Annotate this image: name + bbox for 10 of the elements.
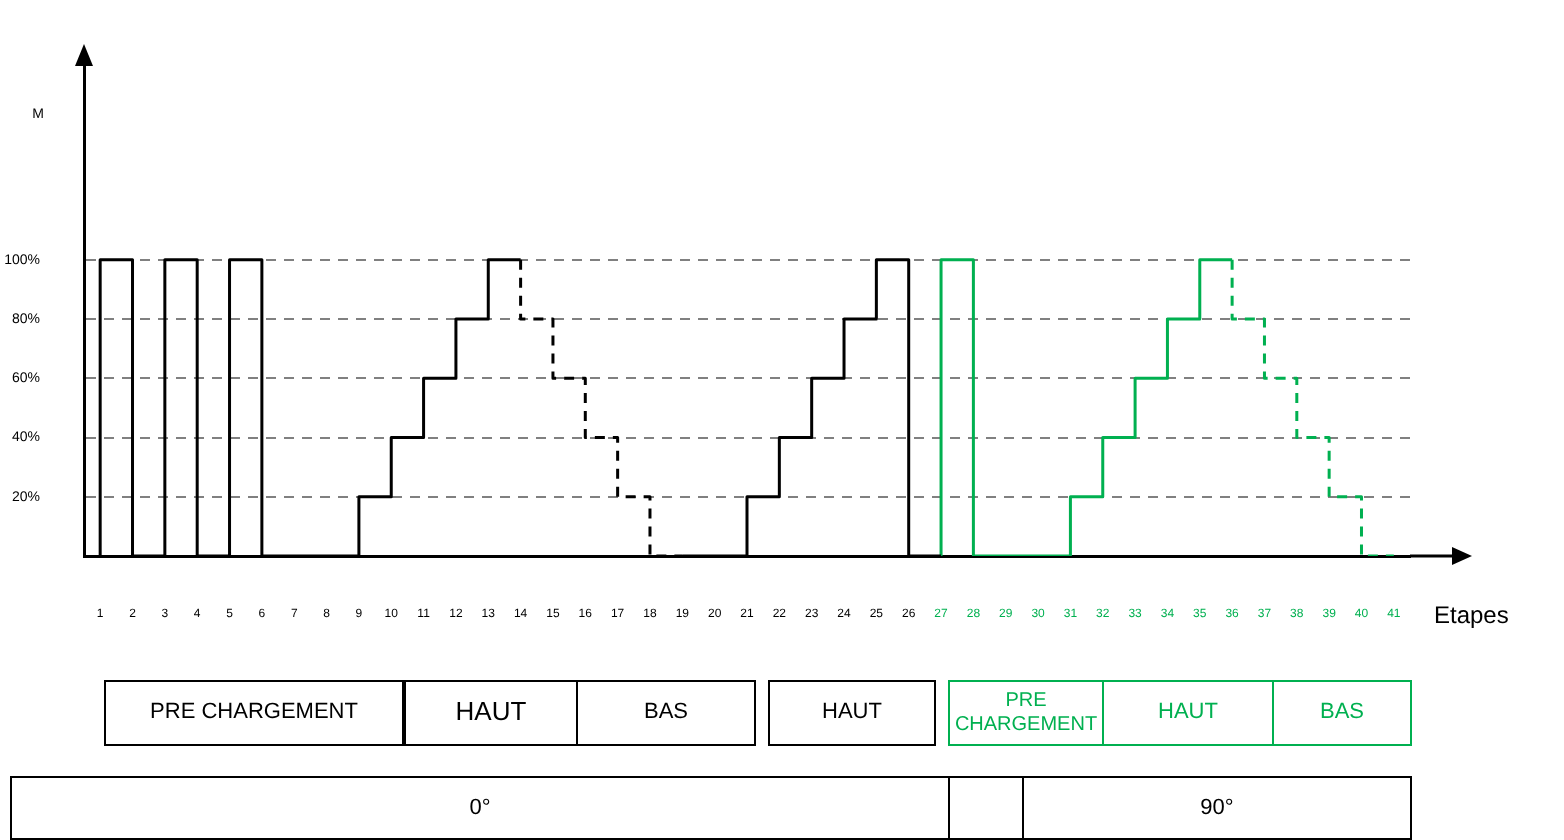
table-cell: BAS (1272, 680, 1412, 746)
table-cell: HAUT (768, 680, 936, 746)
table-cell: HAUT (1102, 680, 1274, 746)
table-cell: PRE CHARGEMENT (104, 680, 404, 746)
table-cell: 0° (10, 776, 950, 840)
table-cell: PRE CHARGEMENT (948, 680, 1104, 746)
x-axis-title: Etapes (1434, 600, 1509, 629)
table-cell: HAUT (404, 680, 578, 746)
table-cell: 90° (1022, 776, 1412, 840)
table-cell: BAS (576, 680, 756, 746)
